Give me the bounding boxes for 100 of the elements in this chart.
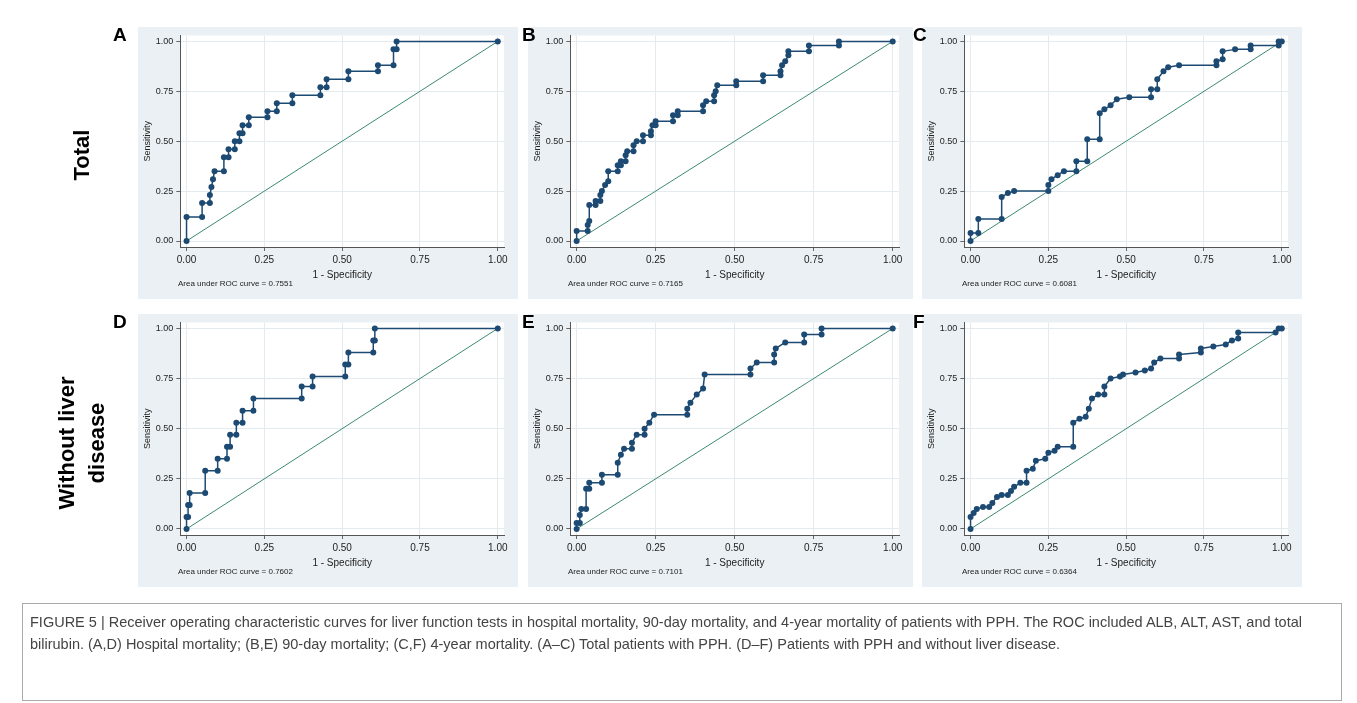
point — [1011, 483, 1018, 490]
y-axis-title: Sensitivity — [141, 407, 152, 449]
chart-title: E — [522, 311, 535, 333]
x-tick-label: 0.50 — [332, 253, 353, 265]
chart-title: A — [113, 24, 127, 46]
x-tick-label: 0.75 — [410, 253, 431, 265]
point — [747, 371, 754, 378]
point — [733, 78, 740, 85]
x-tick-label: 0.00 — [566, 253, 587, 265]
point — [573, 228, 580, 235]
y-tick-label: 0.00 — [155, 523, 174, 534]
text: Area under ROC curve = 0.6081 — [962, 279, 1077, 288]
point — [206, 192, 213, 199]
point — [598, 479, 605, 486]
text: Area under ROC curve = 0.6364 — [962, 567, 1077, 576]
y-tick-label: 1.00 — [939, 322, 958, 333]
point — [309, 383, 316, 390]
point — [239, 122, 246, 129]
point — [573, 238, 580, 245]
point — [1070, 419, 1077, 426]
point — [1004, 491, 1011, 498]
point — [208, 184, 215, 191]
y-tick-label: 0.50 — [545, 135, 564, 146]
point — [1085, 405, 1092, 412]
point — [1148, 94, 1155, 101]
point — [1048, 176, 1055, 183]
point — [1157, 355, 1164, 362]
point — [1176, 62, 1183, 69]
point — [584, 228, 591, 235]
point — [805, 42, 812, 49]
point — [967, 238, 974, 245]
x-tick-label: 0.25 — [254, 253, 275, 265]
point — [1045, 188, 1052, 195]
point — [1120, 371, 1127, 378]
point — [199, 214, 206, 221]
x-tick-label: 0.75 — [803, 253, 824, 265]
y-tick-label: 0.25 — [155, 473, 174, 484]
point — [220, 168, 227, 175]
caption: FIGURE 5 | Receiver operating characteristic curves for liver function tests in hospital mortality, 90-day mortality, and 4-year mortality of patients with PPH. The ROC included ALB, ALT, AST, and total bilirubin. (A,D) Hospital mortality; (B,E) 90-day mortality; (C,F) 4-year mortality. (A–C) Total patients with PPH. (D–F) Patients with PPH and without liver disease. — [30, 613, 1303, 654]
x-tick-label: 1.00 — [488, 253, 508, 265]
point — [1070, 443, 1077, 450]
point — [651, 411, 658, 418]
y-tick-label: 0.75 — [939, 373, 958, 384]
point — [818, 325, 825, 332]
point — [1151, 359, 1158, 366]
point — [393, 38, 400, 45]
point — [647, 128, 654, 135]
point — [1235, 329, 1242, 336]
x-tick-label: 0.75 — [803, 541, 824, 553]
point — [573, 525, 580, 532]
point — [1154, 86, 1161, 93]
point — [1154, 76, 1161, 83]
point — [390, 62, 397, 69]
point — [227, 443, 234, 450]
point — [967, 525, 974, 532]
point — [583, 505, 590, 512]
point — [289, 100, 296, 107]
point — [1107, 375, 1114, 382]
point — [1054, 443, 1061, 450]
point — [684, 405, 691, 412]
point — [714, 82, 721, 89]
point — [998, 194, 1005, 201]
x-tick-label: 0.50 — [332, 541, 353, 553]
point — [586, 202, 593, 209]
point — [967, 230, 974, 237]
point — [245, 122, 252, 129]
point — [777, 68, 784, 75]
x-tick-label: 0.25 — [645, 253, 666, 265]
point — [771, 359, 778, 366]
x-tick-label: 0.25 — [254, 541, 275, 553]
point — [614, 168, 621, 175]
point — [1082, 413, 1089, 420]
point — [1101, 391, 1108, 398]
point — [782, 58, 789, 65]
x-tick-label: 0.75 — [1194, 253, 1215, 265]
point — [183, 214, 190, 221]
point — [214, 467, 221, 474]
point — [700, 102, 707, 109]
point — [586, 218, 593, 225]
point — [224, 455, 230, 462]
point — [1247, 42, 1254, 49]
point — [998, 216, 1005, 223]
point — [1148, 365, 1155, 372]
point — [371, 325, 378, 332]
y-tick-label: 1.00 — [545, 322, 564, 333]
point — [494, 38, 501, 45]
point — [970, 509, 977, 516]
point — [622, 158, 629, 165]
x-tick-label: 0.00 — [566, 541, 587, 553]
point — [1011, 188, 1018, 195]
point — [239, 419, 246, 426]
point — [1113, 96, 1120, 103]
y-tick-label: 0.25 — [545, 473, 564, 484]
point — [231, 146, 238, 153]
point — [206, 200, 213, 207]
text: Area under ROC curve = 0.7101 — [568, 567, 683, 576]
point — [1219, 56, 1226, 63]
point — [700, 108, 707, 115]
point — [889, 325, 896, 332]
point — [641, 425, 648, 432]
